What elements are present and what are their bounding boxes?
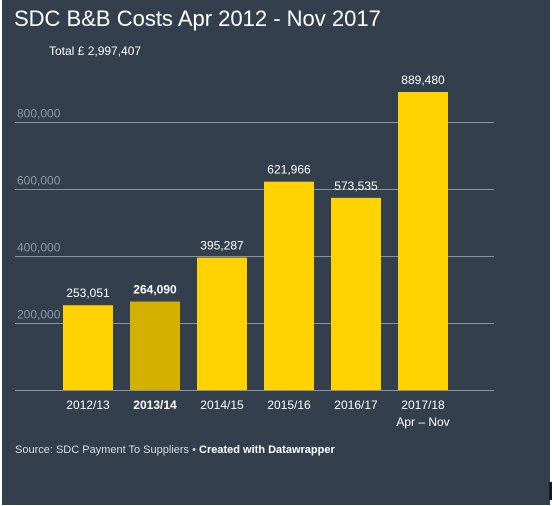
bar xyxy=(331,197,381,390)
bar xyxy=(63,305,113,390)
x-tick-label: 2012/13 xyxy=(66,398,110,412)
bar-value-label: 573,535 xyxy=(334,179,378,193)
datawrapper-credit-link[interactable]: Created with Datawrapper xyxy=(199,444,335,456)
bar-value-label: 264,090 xyxy=(133,283,177,297)
x-tick-label: 2017/18 xyxy=(401,398,445,412)
chart-title: SDC B&B Costs Apr 2012 - Nov 2017 xyxy=(14,6,381,31)
y-tick-label: 400,000 xyxy=(17,241,61,255)
bar-value-label: 889,480 xyxy=(401,73,445,87)
y-tick-label: 800,000 xyxy=(17,107,61,121)
y-tick-label: 600,000 xyxy=(17,174,61,188)
chart-subtitle: Total £ 2,997,407 xyxy=(49,44,142,58)
x-tick-label: 2013/14 xyxy=(133,398,177,412)
bar xyxy=(130,301,180,390)
x-tick-label: 2015/16 xyxy=(267,398,311,412)
y-tick-label: 200,000 xyxy=(17,308,61,322)
bar xyxy=(197,257,247,390)
x-tick-label: 2014/15 xyxy=(200,398,244,412)
source-note: Source: SDC Payment To Suppliers xyxy=(15,444,190,456)
bar-value-label: 621,966 xyxy=(267,163,311,177)
bar xyxy=(398,92,448,390)
window-edge-mark xyxy=(549,482,552,500)
x-tick-label: 2016/17 xyxy=(334,398,378,412)
chart-footer: Source: SDC Payment To Suppliers • Creat… xyxy=(15,444,335,456)
bar-value-label: 395,287 xyxy=(200,239,244,253)
bar-value-label: 253,051 xyxy=(66,286,110,300)
x-tick-sublabel: Apr – Nov xyxy=(396,415,449,429)
bar xyxy=(264,181,314,390)
footer-separator: • xyxy=(192,444,196,456)
